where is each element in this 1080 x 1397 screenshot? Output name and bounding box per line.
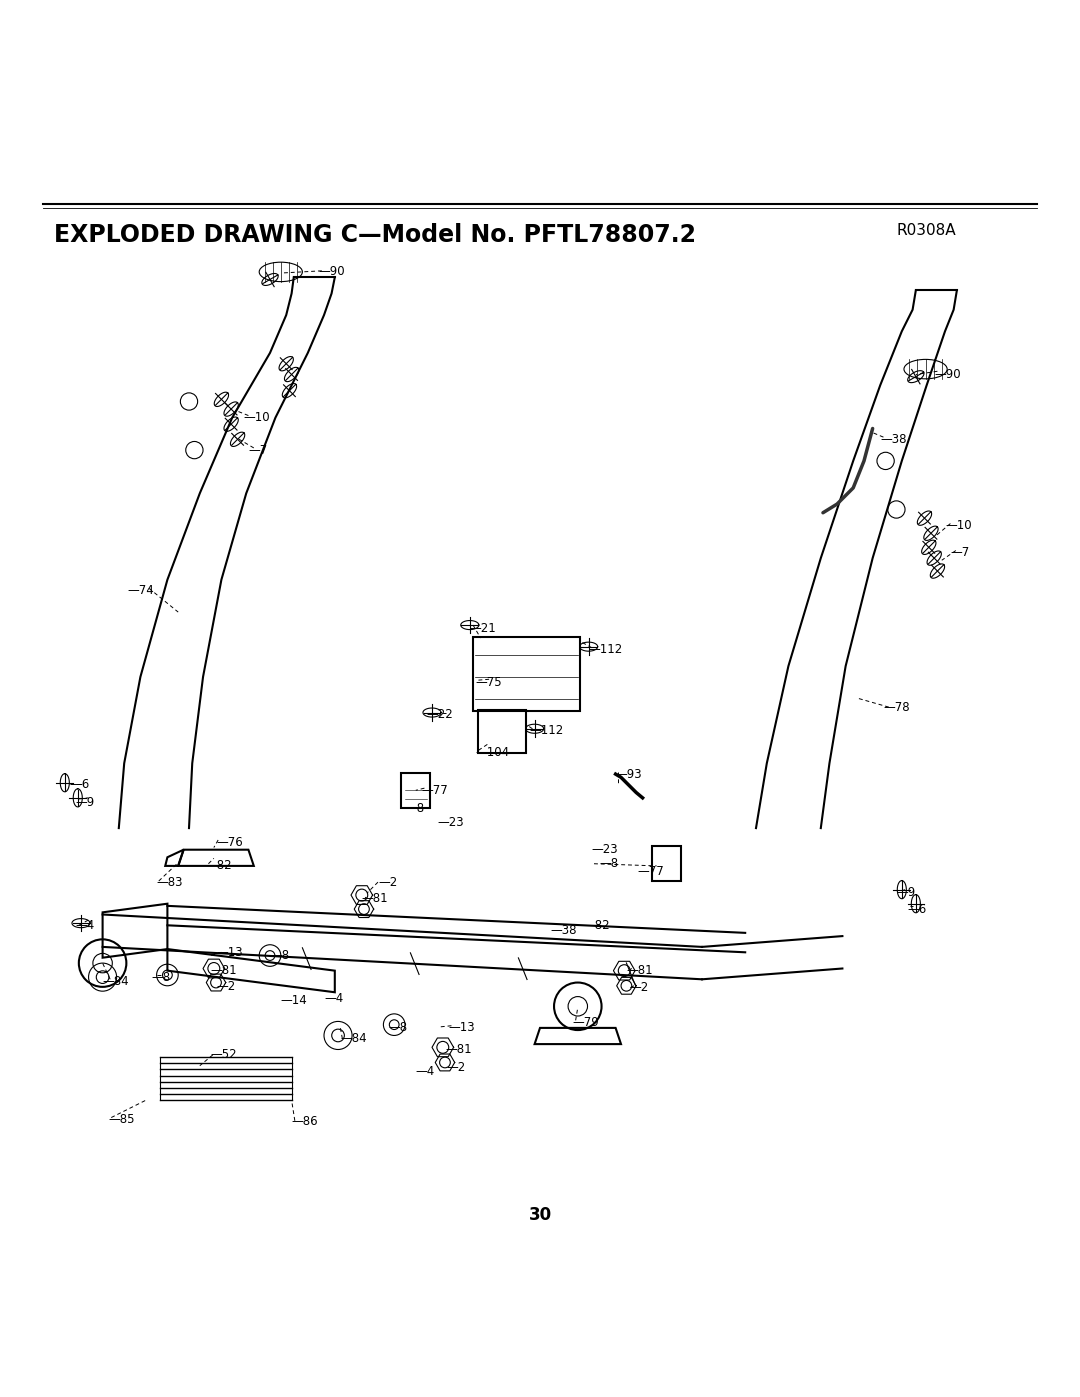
- Text: —7: —7: [248, 444, 268, 457]
- Text: —2: —2: [630, 982, 649, 995]
- Text: —86: —86: [292, 1115, 319, 1129]
- Text: —8: —8: [405, 802, 424, 816]
- Text: —22: —22: [427, 708, 454, 721]
- Text: —81: —81: [211, 964, 238, 977]
- Text: —38: —38: [880, 433, 907, 446]
- Text: —81: —81: [362, 891, 389, 905]
- Text: —4: —4: [416, 1065, 435, 1077]
- Text: —81: —81: [445, 1044, 472, 1056]
- Text: —4: —4: [324, 992, 343, 1006]
- Text: —85: —85: [108, 1113, 135, 1126]
- Text: —21: —21: [470, 622, 497, 634]
- Text: —10: —10: [945, 520, 972, 532]
- Text: —52: —52: [211, 1048, 238, 1062]
- Text: —38: —38: [551, 925, 578, 937]
- Text: —79: —79: [572, 1016, 599, 1030]
- Text: —2: —2: [378, 876, 397, 888]
- Text: —77: —77: [637, 865, 664, 877]
- Text: —4: —4: [76, 919, 95, 932]
- Text: —74: —74: [127, 584, 154, 597]
- Text: —6: —6: [907, 902, 927, 915]
- Text: —8: —8: [151, 971, 171, 983]
- Text: —7: —7: [950, 546, 970, 559]
- Text: —6: —6: [70, 778, 90, 791]
- Text: —83: —83: [157, 876, 184, 888]
- Text: —9: —9: [76, 796, 95, 809]
- Text: —104: —104: [475, 746, 510, 759]
- Text: —81: —81: [626, 964, 653, 977]
- Text: —76: —76: [216, 835, 243, 848]
- Text: —10: —10: [243, 411, 270, 425]
- Text: —90: —90: [319, 265, 346, 278]
- Text: —8: —8: [389, 1021, 408, 1034]
- Text: —82: —82: [205, 859, 232, 872]
- Text: 30: 30: [528, 1206, 552, 1224]
- Text: —14: —14: [281, 995, 308, 1007]
- Text: —84: —84: [340, 1032, 367, 1045]
- Text: —75: —75: [475, 676, 502, 689]
- Text: —2: —2: [446, 1062, 465, 1074]
- Text: R0308A: R0308A: [896, 224, 956, 239]
- Text: —2: —2: [216, 981, 235, 993]
- Text: —23: —23: [592, 844, 619, 856]
- Text: —82: —82: [583, 919, 610, 932]
- Text: —112: —112: [589, 644, 623, 657]
- Text: —77: —77: [421, 784, 448, 796]
- Text: —84: —84: [103, 975, 130, 988]
- Text: EXPLODED DRAWING C—Model No. PFTL78807.2: EXPLODED DRAWING C—Model No. PFTL78807.2: [54, 224, 696, 247]
- Text: —9: —9: [896, 887, 916, 900]
- Text: —112: —112: [529, 725, 564, 738]
- Text: —90: —90: [934, 367, 961, 381]
- Text: —93: —93: [616, 767, 643, 781]
- Text: —78: —78: [883, 701, 910, 714]
- Text: —8: —8: [270, 949, 289, 963]
- Text: —8: —8: [599, 858, 619, 870]
- Text: —23: —23: [437, 816, 464, 830]
- Text: —13: —13: [448, 1021, 475, 1034]
- Text: —13: —13: [216, 946, 243, 958]
